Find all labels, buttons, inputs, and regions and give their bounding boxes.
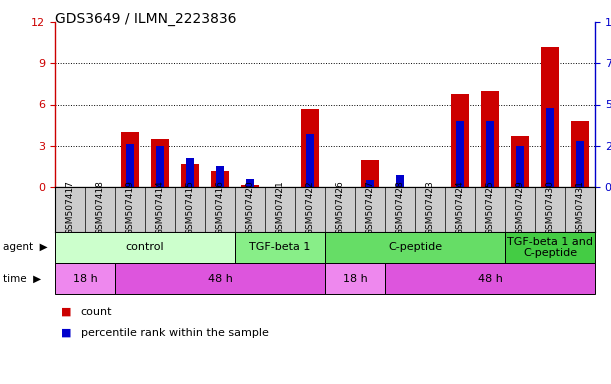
Bar	[211, 170, 229, 187]
Bar	[456, 121, 464, 187]
Text: 18 h: 18 h	[73, 273, 97, 283]
Text: TGF-beta 1: TGF-beta 1	[249, 243, 310, 253]
Bar	[181, 164, 199, 187]
Bar	[151, 139, 169, 187]
Bar	[576, 141, 584, 187]
Bar	[397, 175, 404, 187]
Text: ■: ■	[61, 328, 71, 338]
Bar	[235, 232, 325, 263]
Text: control: control	[126, 243, 164, 253]
Bar	[126, 144, 134, 187]
Bar	[246, 179, 254, 187]
Text: time  ▶: time ▶	[3, 273, 41, 283]
Text: count: count	[81, 307, 112, 317]
Bar	[156, 146, 164, 187]
Text: ■: ■	[61, 307, 71, 317]
Bar	[516, 146, 524, 187]
Text: 18 h: 18 h	[343, 273, 367, 283]
Bar	[481, 91, 499, 187]
Bar	[385, 263, 595, 294]
Bar	[241, 185, 259, 187]
Bar	[121, 132, 139, 187]
Text: GDS3649 / ILMN_2223836: GDS3649 / ILMN_2223836	[55, 12, 236, 25]
Bar	[115, 263, 325, 294]
Bar	[55, 232, 235, 263]
Bar	[301, 109, 319, 187]
Text: percentile rank within the sample: percentile rank within the sample	[81, 328, 269, 338]
Bar	[325, 232, 505, 263]
Bar	[505, 232, 595, 263]
Bar	[55, 263, 115, 294]
Bar	[451, 93, 469, 187]
Bar	[486, 121, 494, 187]
Text: agent  ▶: agent ▶	[3, 243, 48, 253]
Bar	[216, 166, 224, 187]
Bar	[366, 180, 374, 187]
Bar	[306, 134, 314, 187]
Bar	[541, 47, 559, 187]
Bar	[186, 158, 194, 187]
Text: 48 h: 48 h	[478, 273, 502, 283]
Text: C-peptide: C-peptide	[388, 243, 442, 253]
Text: 48 h: 48 h	[208, 273, 232, 283]
Bar	[546, 108, 554, 187]
Bar	[571, 121, 589, 187]
Bar	[325, 263, 385, 294]
Text: TGF-beta 1 and
C-peptide: TGF-beta 1 and C-peptide	[507, 237, 593, 258]
Bar	[511, 136, 529, 187]
Bar	[361, 159, 379, 187]
